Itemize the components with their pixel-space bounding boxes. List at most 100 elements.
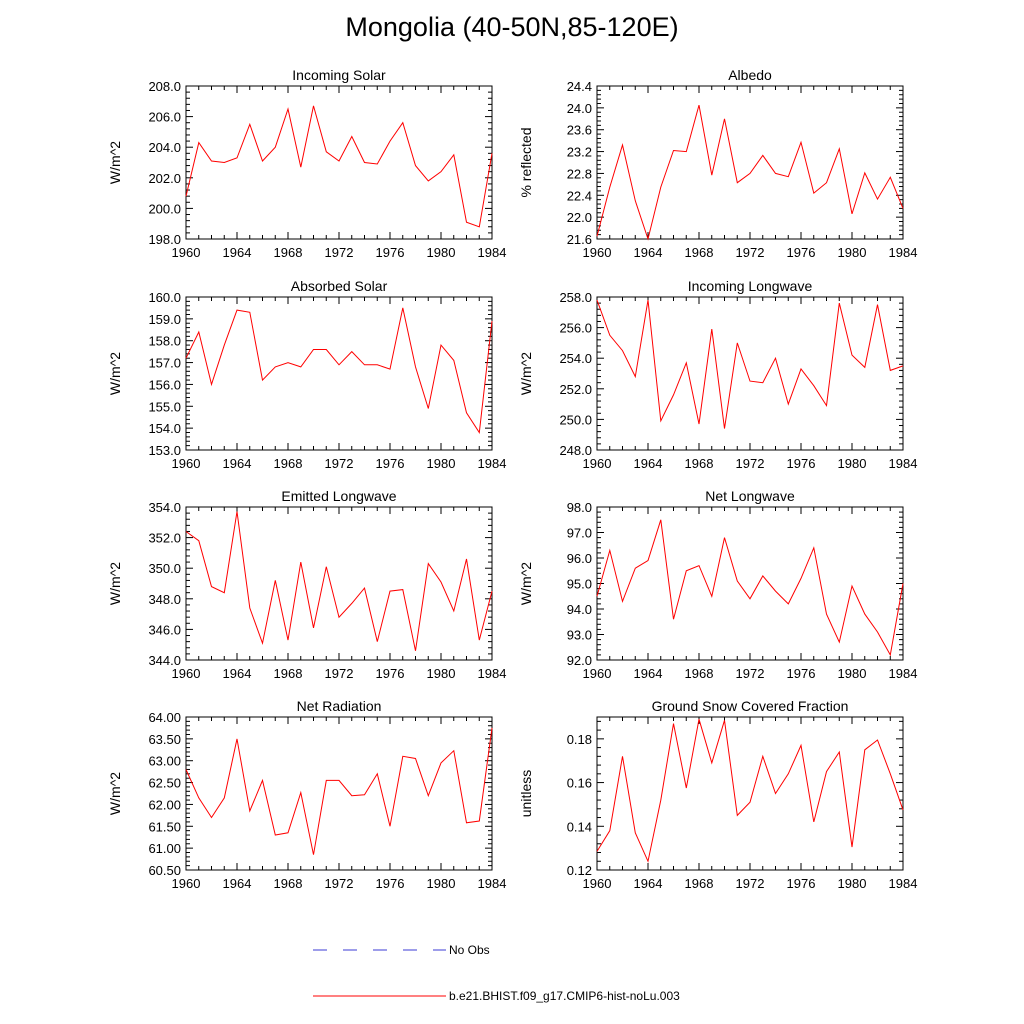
panel-4: 1960 1964 1968 1972 1976 1980 1984 248.0 250.0 25…: [518, 278, 917, 471]
x-tick-label: 1964: [634, 245, 663, 260]
x-tick-label: 1968: [274, 456, 303, 471]
y-tick-label: 96.0: [567, 551, 592, 566]
plot-frame: [185, 506, 493, 661]
y-tick-label: 61.50: [148, 819, 181, 834]
y-tick-label: 62.00: [148, 797, 181, 812]
x-tick-label: 1968: [685, 876, 714, 891]
y-tick-label: 0.16: [567, 776, 592, 791]
x-tick-label: 1964: [634, 666, 663, 681]
y-tick-label: 24.4: [567, 79, 592, 94]
y-tick-label: 60.50: [148, 863, 181, 878]
y-tick-label: 94.0: [567, 602, 592, 617]
y-tick-label: 0.14: [567, 819, 592, 834]
y-tick-label: 206.0: [148, 110, 181, 125]
y-tick-label: 22.0: [567, 210, 592, 225]
x-tick-label: 1976: [376, 245, 405, 260]
y-tick-label: 23.6: [567, 123, 592, 138]
y-tick-label: 21.6: [567, 232, 592, 247]
series-line: [596, 519, 904, 657]
x-tick-label: 1984: [478, 456, 507, 471]
y-tick-label: 98.0: [567, 500, 592, 515]
panel-title: Net Longwave: [705, 488, 795, 504]
y-tick-label: 0.18: [567, 732, 592, 747]
x-tick-label: 1964: [223, 666, 252, 681]
x-tick-label: 1980: [427, 876, 456, 891]
y-axis-label: W/m^2: [107, 772, 123, 815]
x-tick-label: 1968: [685, 245, 714, 260]
panel-title: Albedo: [728, 67, 772, 83]
plot-frame: [596, 716, 904, 871]
plot-frame: [185, 85, 493, 240]
y-tick-label: 258.0: [559, 290, 592, 305]
x-tick-label: 1976: [787, 456, 816, 471]
y-tick-label: 23.2: [567, 145, 592, 160]
y-tick-label: 153.0: [148, 443, 181, 458]
plot-frame: [185, 716, 493, 871]
y-tick-label: 157.0: [148, 356, 181, 371]
y-tick-label: 348.0: [148, 592, 181, 607]
y-tick-label: 159.0: [148, 312, 181, 327]
y-tick-label: 154.0: [148, 421, 181, 436]
x-tick-label: 1964: [634, 456, 663, 471]
y-tick-label: 202.0: [148, 171, 181, 186]
x-tick-label: 1972: [736, 245, 765, 260]
y-tick-label: 352.0: [148, 531, 181, 546]
x-tick-label: 1976: [787, 876, 816, 891]
panel-title: Incoming Longwave: [688, 278, 813, 294]
x-tick-label: 1960: [583, 245, 612, 260]
x-tick-label: 1972: [325, 456, 354, 471]
panel-8: 1960 1964 1968 1972 1976 1980 1984 0.12 0.14 0.16…: [518, 698, 917, 891]
x-tick-label: 1968: [274, 245, 303, 260]
x-tick-label: 1984: [889, 666, 918, 681]
series-line: [596, 299, 904, 429]
x-tick-label: 1968: [274, 666, 303, 681]
x-tick-label: 1976: [376, 876, 405, 891]
x-tick-label: 1984: [478, 666, 507, 681]
x-tick-label: 1980: [427, 456, 456, 471]
x-tick-label: 1984: [478, 245, 507, 260]
series-line: [185, 105, 493, 228]
figure-title: Mongolia (40-50N,85-120E): [345, 12, 679, 42]
plot-frame: [185, 296, 493, 451]
x-tick-label: 1984: [889, 245, 918, 260]
y-axis-label: W/m^2: [518, 352, 534, 395]
x-tick-label: 1964: [223, 245, 252, 260]
x-tick-label: 1972: [736, 456, 765, 471]
legend: No Obs b.e21.BHIST.f09_g17.CMIP6-hist-noL…: [313, 943, 680, 1003]
x-tick-label: 1968: [274, 876, 303, 891]
y-tick-label: 155.0: [148, 399, 181, 414]
y-tick-label: 156.0: [148, 377, 181, 392]
panel-title: Absorbed Solar: [291, 278, 388, 294]
x-tick-label: 1984: [889, 876, 918, 891]
panel-1: 1960 1964 1968 1972 1976 1980 1984 198.0 200.0 20…: [107, 67, 506, 260]
y-tick-label: 64.00: [148, 710, 181, 725]
y-tick-label: 22.8: [567, 166, 592, 181]
x-tick-label: 1980: [838, 876, 867, 891]
plot-frame: [596, 85, 904, 240]
x-tick-label: 1976: [376, 456, 405, 471]
x-tick-label: 1964: [634, 876, 663, 891]
x-tick-label: 1964: [223, 876, 252, 891]
x-tick-label: 1960: [172, 245, 201, 260]
y-axis-label: W/m^2: [518, 562, 534, 605]
y-tick-label: 63.00: [148, 754, 181, 769]
y-tick-label: 95.0: [567, 577, 592, 592]
y-tick-label: 24.0: [567, 101, 592, 116]
y-axis-label: W/m^2: [107, 352, 123, 395]
y-axis-label: W/m^2: [107, 141, 123, 184]
series-line: [596, 104, 904, 241]
y-tick-label: 0.12: [567, 863, 592, 878]
y-tick-label: 200.0: [148, 201, 181, 216]
y-tick-label: 93.0: [567, 628, 592, 643]
x-tick-label: 1960: [583, 456, 612, 471]
x-tick-label: 1976: [376, 666, 405, 681]
y-tick-label: 346.0: [148, 622, 181, 637]
x-tick-label: 1972: [325, 666, 354, 681]
x-tick-label: 1960: [583, 876, 612, 891]
x-tick-label: 1984: [889, 456, 918, 471]
panel-3: 1960 1964 1968 1972 1976 1980 1984 153.0 154.0 15…: [107, 278, 506, 471]
x-tick-label: 1968: [685, 666, 714, 681]
y-tick-label: 350.0: [148, 561, 181, 576]
y-tick-label: 97.0: [567, 526, 592, 541]
